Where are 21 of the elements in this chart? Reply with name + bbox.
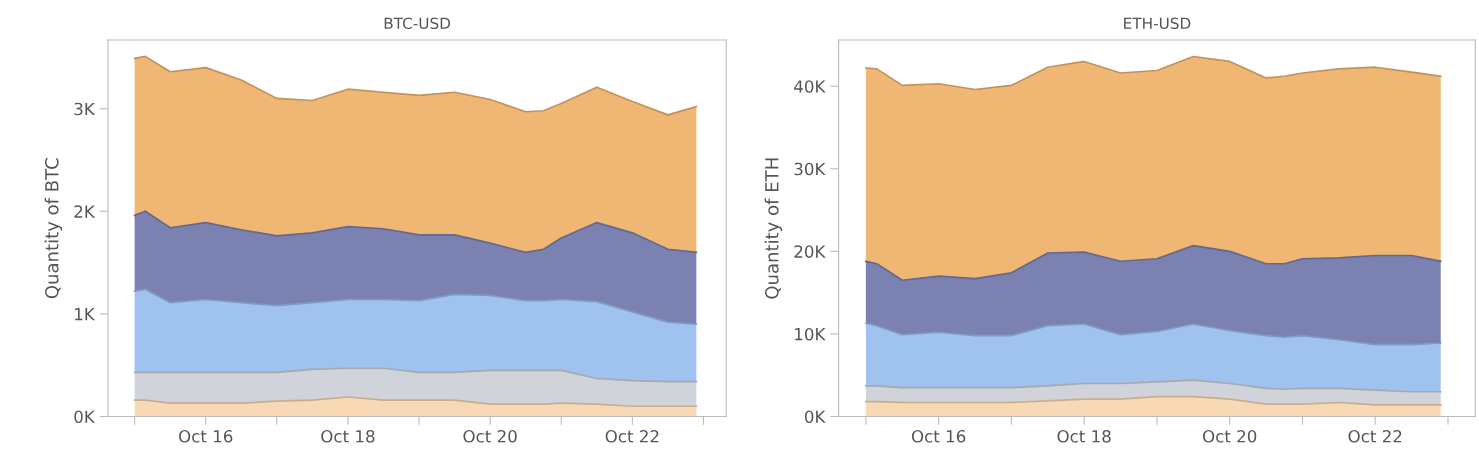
y-axis-title: Quantity of ETH <box>764 158 783 299</box>
x-tick-label: Oct 18 <box>321 429 375 443</box>
y-tick-label: 30K <box>794 162 826 176</box>
y-tick-label: 20K <box>794 245 826 258</box>
y-axis-title: Quantity of BTC <box>44 158 63 299</box>
chart-title: BTC-USD <box>384 17 451 30</box>
y-tick-label: 0K <box>74 410 96 424</box>
chart-title: ETH-USD <box>1124 17 1191 30</box>
y-tick-label: 10K <box>795 327 826 341</box>
x-tick-label: Oct 22 <box>605 429 659 443</box>
x-tick-label: Oct 16 <box>911 429 966 443</box>
y-tick-label: 40K <box>794 80 826 93</box>
x-tick-label: Oct 22 <box>1348 429 1402 443</box>
y-tick-label: 0K <box>804 410 826 424</box>
x-tick-label: Oct 16 <box>179 429 233 443</box>
x-tick-label: Oct 20 <box>1202 429 1257 443</box>
y-tick-label: 1K <box>75 308 96 321</box>
y-tick-label: 2K <box>74 205 96 218</box>
x-tick-label: Oct 20 <box>463 429 517 443</box>
y-tick-label: 3K <box>74 102 96 116</box>
x-tick-label: Oct 18 <box>1057 429 1111 443</box>
